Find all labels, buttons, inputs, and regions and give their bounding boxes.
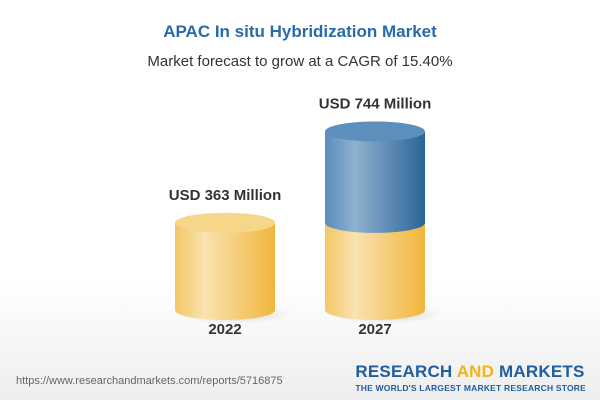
source-url[interactable]: https://www.researchandmarkets.com/repor… — [16, 375, 283, 387]
logo-text-research: RESEARCH — [355, 362, 457, 381]
logo-text-markets: MARKETS — [494, 362, 585, 381]
logo-text-and: AND — [456, 362, 495, 381]
bar-growth-2027-body — [325, 131, 425, 233]
data-label-2027: USD 744 Million — [319, 95, 432, 112]
bar-base-2027-body — [325, 222, 425, 320]
bar-top-face-2027 — [325, 121, 425, 142]
chart-subtitle: Market forecast to grow at a CAGR of 15.… — [147, 53, 453, 70]
data-label-2022: USD 363 Million — [169, 187, 282, 204]
category-label-2022: 2022 — [208, 321, 241, 338]
bar-top-face-2022 — [175, 212, 275, 233]
research-and-markets-logo[interactable]: RESEARCH AND MARKETS THE WORLD'S LARGEST… — [355, 362, 586, 393]
chart-title: APAC In situ Hybridization Market — [163, 22, 437, 41]
logo-tagline: THE WORLD'S LARGEST MARKET RESEARCH STOR… — [355, 383, 586, 393]
bar-2022-body — [175, 222, 275, 320]
category-label-2027: 2027 — [358, 321, 391, 338]
